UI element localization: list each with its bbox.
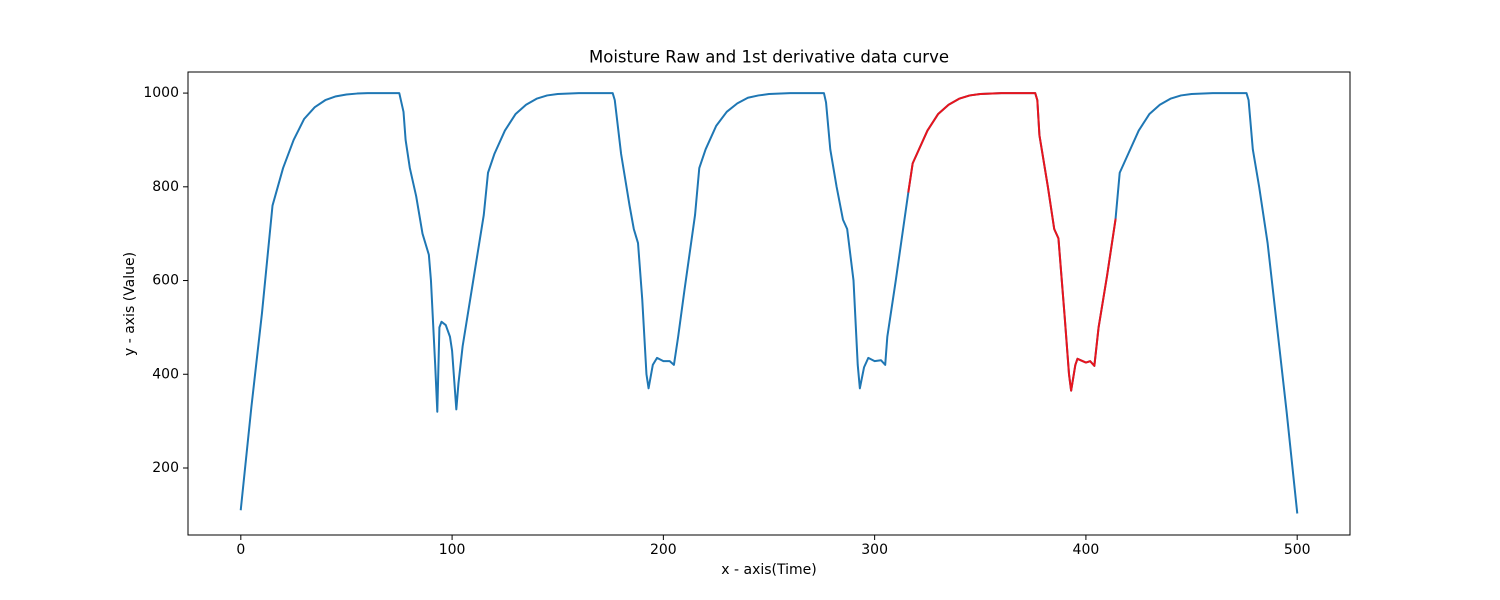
x-tick-label: 500 [1284,542,1311,558]
x-axis-label: x - axis(Time) [721,562,816,578]
y-axis-label: y - axis (Value) [122,252,138,356]
y-tick-label: 600 [152,273,179,289]
y-tick-label: 200 [152,460,179,476]
x-tick-label: 300 [861,542,888,558]
plot-frame [187,71,1351,536]
x-tick-label: 400 [1073,542,1100,558]
x-tick-label: 100 [439,542,466,558]
x-tick-label: 200 [650,542,677,558]
data-line [907,92,1117,392]
chart-title: Moisture Raw and 1st derivative data cur… [589,48,949,67]
y-tick-label: 1000 [143,85,179,101]
x-tick-label: 0 [236,542,245,558]
y-tick-label: 800 [152,179,179,195]
y-tick-label: 400 [152,366,179,382]
